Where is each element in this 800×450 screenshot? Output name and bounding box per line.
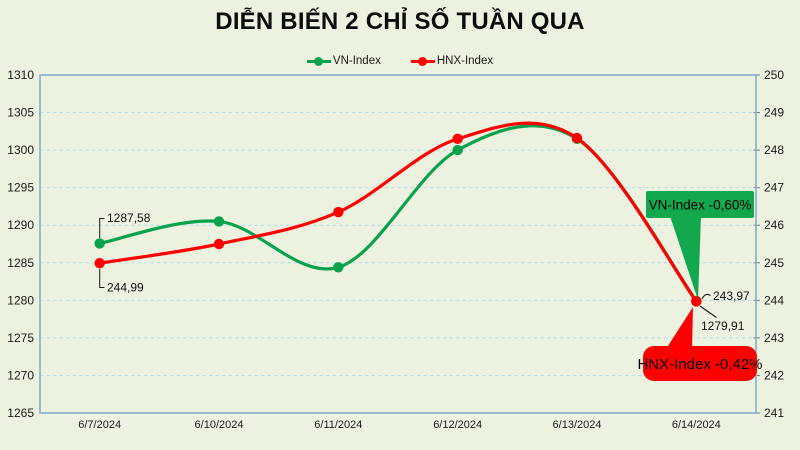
right-axis-tick-label: 248 (764, 143, 784, 157)
x-axis-label: 6/11/2024 (314, 419, 362, 431)
right-axis-tick-label: 244 (764, 293, 784, 307)
legend: VN-Index HNX-Index (0, 55, 800, 67)
left-axis-tick-label: 1305 (7, 106, 34, 120)
vn-index-legend-marker (306, 56, 331, 66)
vn-last-connector (699, 305, 717, 318)
hnx-index-point (571, 132, 583, 144)
right-axis-tick-label: 242 (764, 368, 784, 382)
left-axis-tick-label: 1290 (7, 218, 34, 232)
vn-index-line (98, 124, 698, 303)
x-axis-label: 6/14/2024 (672, 419, 721, 431)
right-axis-tick-label: 247 (764, 181, 784, 195)
legend-item-hnx-index: HNX-Index (410, 55, 494, 67)
axes: 1310 250 1305 249 1300 248 1295 247 1290 246 1285 2… (7, 68, 784, 431)
hnx-index-change-label: HNX-Index -0,42% (637, 356, 762, 373)
vn-index-point (94, 238, 105, 249)
right-axis-tick-label: 241 (764, 406, 784, 420)
hnx-first-value: 244,99 (107, 281, 144, 295)
left-axis-tick-label: 1295 (7, 181, 34, 195)
left-axis-tick-label: 1285 (7, 256, 34, 270)
x-axis-label: 6/12/2024 (433, 419, 482, 431)
vn-index-change-label: VN-Index -0,60% (649, 198, 752, 213)
hnx-index-point (691, 296, 702, 307)
hnx-last-connector (701, 293, 711, 300)
vn-index-callout-tail (670, 216, 701, 300)
right-axis-tick-label: 243 (764, 331, 784, 345)
hnx-index-callout-box (643, 346, 757, 381)
left-axis-tick-label: 1270 (7, 368, 34, 382)
hnx-first-connector (99, 269, 105, 288)
point-annotations: 1287,58 244,99 243,97 1279,91 (99, 211, 750, 333)
hnx-index-callout: HNX-Index -0,42% (637, 307, 763, 381)
left-axis-tick-label: 1310 (7, 68, 34, 82)
hnx-index-point (94, 257, 105, 269)
left-axis-tick-label: 1300 (7, 143, 34, 157)
vn-first-connector (99, 218, 105, 238)
vn-index-callout-box (646, 191, 754, 218)
hnx-index-legend-marker (410, 56, 435, 66)
legend-label-hnx-index: HNX-Index (436, 55, 494, 67)
right-axis-tick-label: 250 (764, 68, 784, 82)
hnx-index-point (213, 238, 225, 250)
chart-title: DIỄN BIẾN 2 CHỈ SỐ TUẦN QUA (215, 8, 585, 35)
vn-index-callout: VN-Index -0,60% (646, 191, 754, 300)
x-axis-label: 6/10/2024 (195, 419, 244, 431)
hnx-last-value: 243,97 (713, 289, 750, 303)
vn-first-value: 1287,58 (107, 211, 151, 225)
plot-border (39, 74, 757, 414)
vn-index-point (213, 216, 225, 227)
x-axis-label: 6/13/2024 (553, 419, 602, 431)
vn-index-point (452, 144, 463, 156)
left-axis-tick-label: 1275 (7, 331, 34, 345)
right-axis-tick-label: 246 (764, 218, 784, 232)
vn-last-value: 1279,91 (701, 319, 745, 333)
x-axis-label: 6/7/2024 (78, 419, 121, 431)
series (94, 121, 702, 307)
hnx-index-callout-tail (666, 307, 693, 349)
hnx-index-point (452, 133, 463, 145)
left-axis-tick-label: 1265 (7, 406, 34, 420)
hnx-index-point (333, 206, 344, 218)
legend-label-vn-index: VN-Index (332, 55, 381, 67)
left-axis-tick-label: 1280 (7, 293, 34, 307)
right-axis-tick-label: 249 (764, 106, 784, 120)
right-axis-tick-label: 245 (764, 256, 784, 270)
vn-index-point (333, 262, 344, 273)
legend-item-vn-index: VN-Index (306, 55, 381, 67)
